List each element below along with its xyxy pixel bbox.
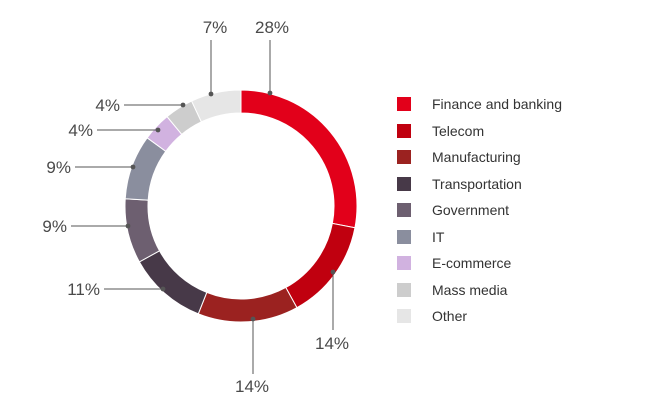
data-label-manufacturing: 14% (235, 377, 269, 396)
leader-dot-finance-and-banking (267, 90, 273, 96)
legend-label: Government (432, 202, 510, 219)
legend-item-other: Other (397, 303, 562, 330)
slice-other (190, 89, 242, 123)
legend-swatch (397, 150, 411, 165)
legend-swatch (397, 282, 411, 297)
legend-label: Other (432, 308, 468, 325)
legend-swatch (397, 176, 411, 191)
legend-swatch (397, 229, 411, 244)
data-label-finance-and-banking: 28% (255, 18, 289, 37)
legend-item-mass-media: Mass media (397, 277, 562, 304)
slice-transportation (138, 250, 208, 315)
leader-dot-telecom (330, 269, 336, 275)
leader-dot-e-commerce (155, 127, 161, 133)
data-label-e-commerce: 4% (68, 121, 93, 140)
leader-dot-transportation (160, 286, 166, 292)
data-label-transportation: 11% (67, 280, 100, 299)
data-label-other: 7% (203, 18, 228, 37)
legend-item-it: IT (397, 224, 562, 251)
legend-swatch (397, 123, 411, 138)
slice-telecom (285, 222, 356, 309)
legend-item-government: Government (397, 197, 562, 224)
legend-swatch (397, 256, 411, 271)
legend-item-e-commerce: E-commerce (397, 250, 562, 277)
leader-dot-it (130, 164, 136, 170)
legend-label: E-commerce (432, 255, 512, 272)
slice-government (124, 198, 161, 263)
leader-dot-government (125, 223, 131, 229)
leader-dot-other (208, 91, 214, 97)
data-label-it: 9% (46, 158, 71, 177)
legend-label: Telecom (432, 122, 485, 139)
legend-label: IT (432, 228, 445, 245)
leader-dot-manufacturing (250, 316, 256, 322)
legend-swatch (397, 203, 411, 218)
data-label-telecom: 14% (315, 334, 349, 353)
slice-finance-and-banking (240, 89, 358, 229)
leader-dot-mass-media (180, 102, 186, 108)
data-label-government: 9% (42, 217, 67, 236)
legend-label: Finance and banking (432, 96, 562, 113)
legend-item-telecom: Telecom (397, 118, 562, 145)
slice-manufacturing (197, 286, 298, 323)
percent-labels: 28% 14% 14% 11% 9% 9% 4%4% 7% (42, 18, 349, 396)
legend-label: Transportation (432, 175, 522, 192)
legend-label: Mass media (432, 281, 508, 298)
legend-item-transportation: Transportation (397, 171, 562, 198)
donut-slices (124, 89, 358, 323)
chart-legend: Finance and banking Telecom Manufacturing T… (397, 91, 562, 330)
data-label-mass-media: 4% (95, 96, 120, 115)
legend-label: Manufacturing (432, 149, 521, 166)
legend-swatch (397, 97, 411, 112)
legend-item-finance-and-banking: Finance and banking (397, 91, 562, 118)
legend-swatch (397, 309, 411, 324)
legend-item-manufacturing: Manufacturing (397, 144, 562, 171)
leader-lines (71, 40, 336, 374)
